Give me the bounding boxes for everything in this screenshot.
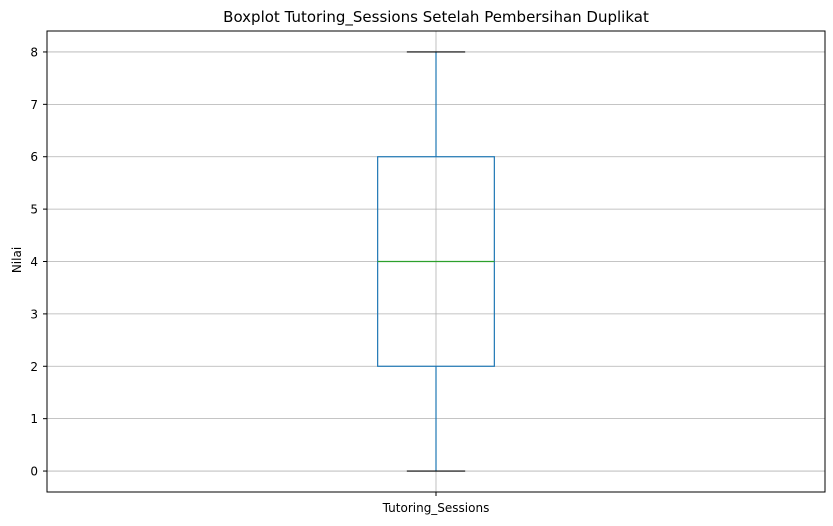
plot-frame: [46, 30, 826, 493]
y-tick-label: 5: [30, 203, 38, 217]
y-tick-label: 8: [30, 45, 38, 59]
y-axis-label: Nilai: [10, 247, 24, 273]
x-tick-label: Tutoring_Sessions: [382, 501, 490, 515]
y-tick-label: 2: [30, 360, 38, 374]
y-tick-label: 7: [30, 98, 38, 112]
box-series: [377, 51, 495, 472]
y-tick-label: 4: [30, 255, 38, 269]
y-tick-label: 1: [30, 412, 38, 426]
axis-ticks: 0 1 2 3 4 5 6 7 8 Tutoring_Sessions: [30, 45, 489, 515]
y-tick-label: 3: [30, 307, 38, 321]
chart-title: Boxplot Tutoring_Sessions Setelah Pember…: [223, 8, 649, 27]
y-tick-label: 0: [30, 465, 38, 479]
y-tick-label: 6: [30, 150, 38, 164]
